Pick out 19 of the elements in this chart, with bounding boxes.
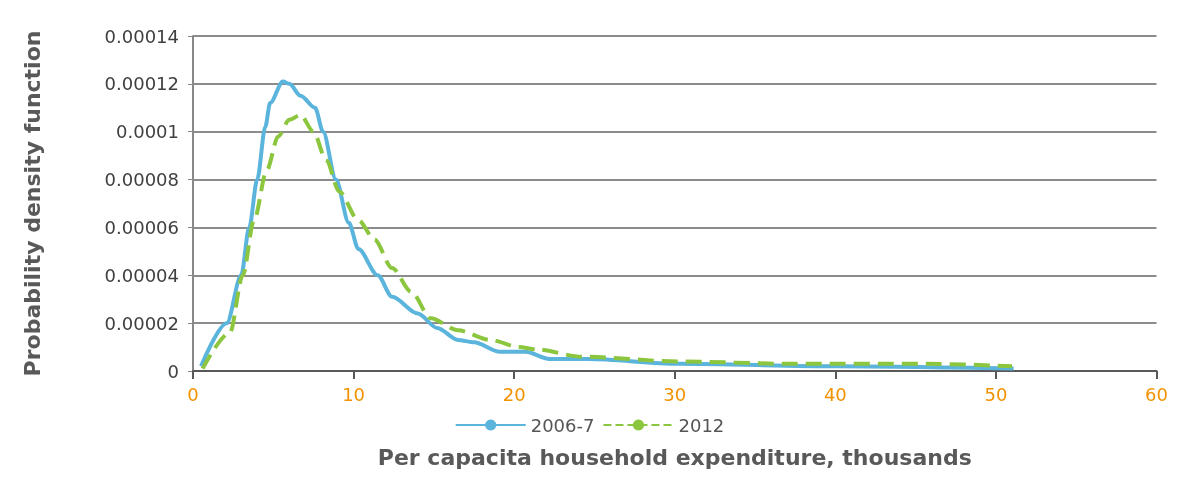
y-tick-label: 0.0001 bbox=[116, 121, 179, 143]
x-tick-label: 30 bbox=[663, 383, 687, 405]
x-tick-label: 50 bbox=[984, 383, 1008, 405]
x-tick-label: 10 bbox=[342, 383, 366, 405]
x-tick-label: 0 bbox=[187, 383, 199, 405]
y-axis-title: Probability density function bbox=[19, 30, 45, 377]
legend-label: 2006-7 bbox=[530, 414, 595, 436]
y-tick-label: 0 bbox=[167, 360, 179, 382]
legend-label: 2012 bbox=[678, 414, 725, 436]
y-tick-label: 0.00002 bbox=[104, 312, 179, 334]
x-tick-label: 40 bbox=[823, 383, 847, 405]
y-tick-label: 0.00004 bbox=[104, 264, 179, 286]
x-tick-label: 20 bbox=[502, 383, 526, 405]
y-tick-label: 0.00012 bbox=[104, 73, 179, 95]
y-tick-label: 0.00006 bbox=[104, 216, 179, 238]
y-tick-label: 0.00014 bbox=[104, 25, 179, 47]
x-axis-title: Per capacita household expenditure, thousands bbox=[377, 444, 972, 470]
x-tick-label: 60 bbox=[1145, 383, 1168, 405]
y-tick-label: 0.00008 bbox=[104, 169, 179, 191]
